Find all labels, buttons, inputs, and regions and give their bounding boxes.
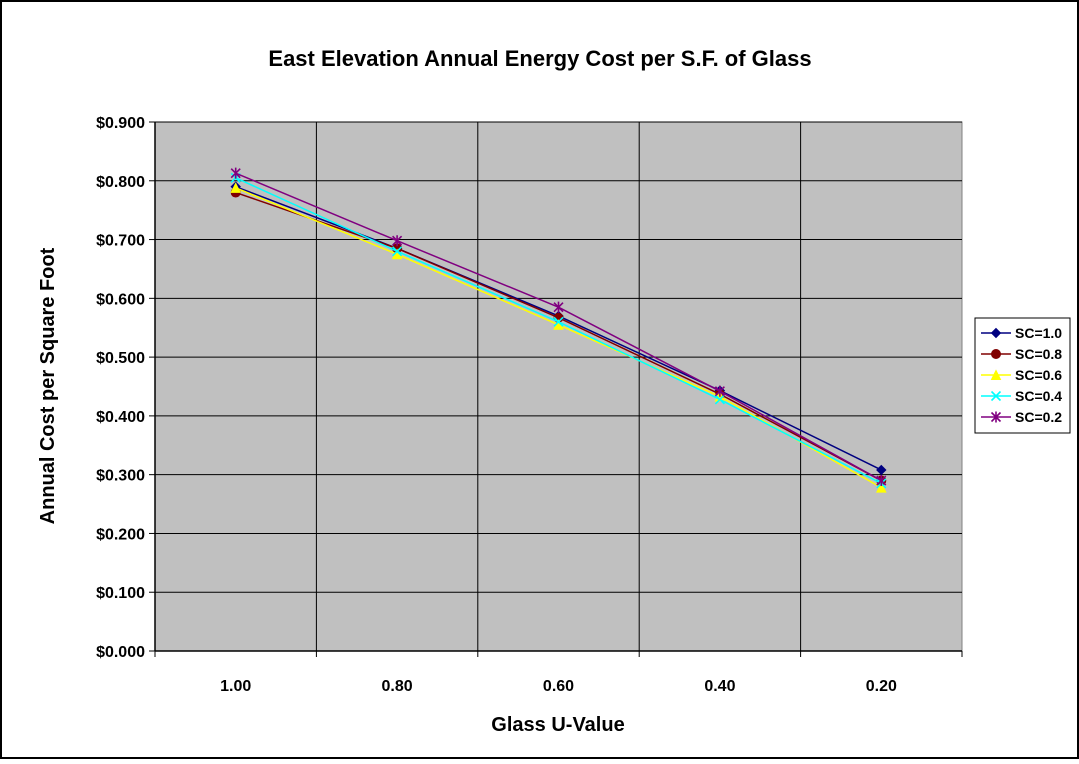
data-point xyxy=(714,385,725,397)
x-tick-label: 0.80 xyxy=(382,678,413,695)
data-point xyxy=(875,481,887,493)
x-tick-label: 1.00 xyxy=(220,678,251,695)
y-tick-label: $0.200 xyxy=(96,526,145,543)
chart-title: East Elevation Annual Energy Cost per S.… xyxy=(268,46,811,71)
y-tick-label: $0.600 xyxy=(96,291,145,308)
legend-marker xyxy=(991,349,1001,359)
x-tick-label: 0.20 xyxy=(866,678,897,695)
y-tick-label: $0.900 xyxy=(96,115,145,132)
x-tick-label: 0.60 xyxy=(543,678,574,695)
y-tick-label: $0.100 xyxy=(96,585,145,602)
legend-item-label: SC=1.0 xyxy=(1015,325,1062,341)
data-point xyxy=(392,235,403,247)
data-point xyxy=(392,246,403,257)
legend-marker xyxy=(990,390,1002,402)
y-tick-label: $0.300 xyxy=(96,468,145,485)
data-point xyxy=(230,182,242,193)
legend-marker xyxy=(990,327,1002,339)
y-tick-label: $0.000 xyxy=(96,644,145,661)
legend-item-label: SC=0.4 xyxy=(1015,388,1062,404)
legend-item-label: SC=0.2 xyxy=(1015,409,1062,425)
data-point xyxy=(230,167,241,179)
data-point xyxy=(876,475,887,487)
data-point xyxy=(876,464,887,476)
y-tick-label: $0.800 xyxy=(96,174,145,191)
legend-marker xyxy=(990,369,1002,380)
data-point xyxy=(553,316,564,327)
legend: SC=1.0 SC=0.8 SC=0.6 SC=0.4 SC=0.2 xyxy=(974,317,1071,434)
legend-marker xyxy=(990,411,1002,423)
legend-item-label: SC=0.8 xyxy=(1015,346,1062,362)
plot-area: $0.000 $0.100 $0.200 $0.300 $0.400 $0.500 $0.6… xyxy=(96,115,963,695)
data-point xyxy=(553,301,564,313)
data-point xyxy=(714,394,725,405)
x-axis-label: Glass U-Value xyxy=(491,714,624,736)
x-tick-label: 0.40 xyxy=(704,678,735,695)
y-axis-label: Annual Cost per Square Foot xyxy=(37,247,59,524)
y-tick-label: $0.700 xyxy=(96,233,145,250)
y-tick-label: $0.400 xyxy=(96,409,145,426)
legend-item-label: SC=0.6 xyxy=(1015,367,1062,383)
y-tick-label: $0.500 xyxy=(96,350,145,367)
